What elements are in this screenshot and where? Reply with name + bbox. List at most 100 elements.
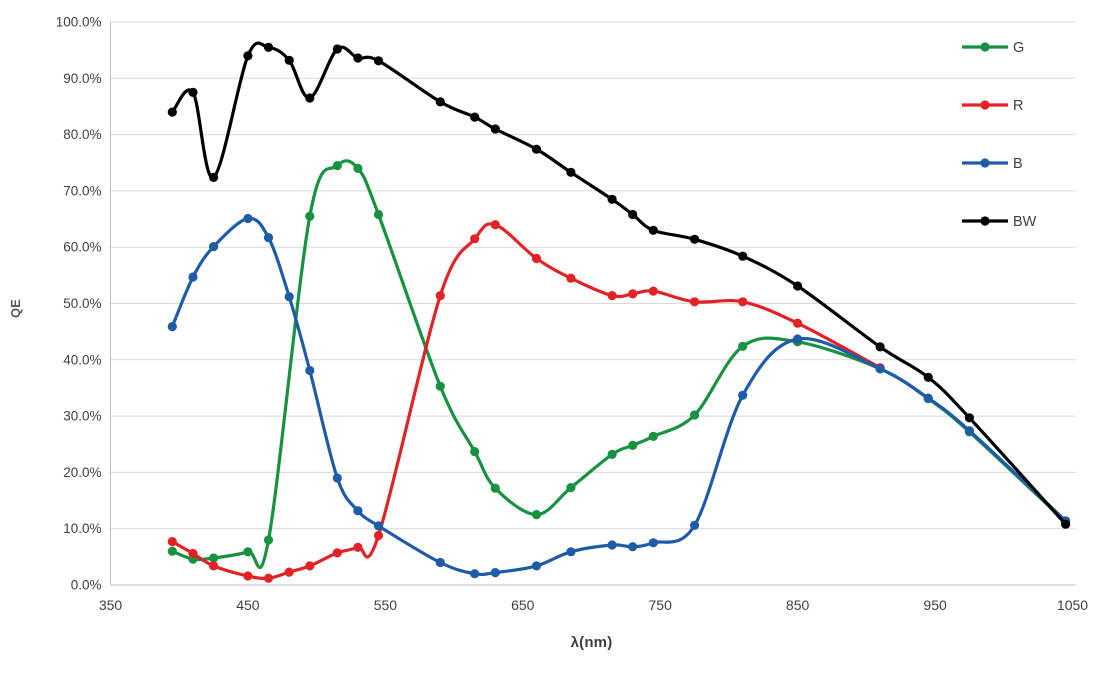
data-point-R-590: [435, 291, 445, 301]
data-point-R-410: [188, 548, 198, 559]
y-tick-label-60: 60.0%: [63, 240, 101, 255]
x-axis-title: λ(nm): [570, 634, 613, 651]
data-point-R-545: [373, 530, 384, 541]
data-point-G-395: [167, 546, 177, 556]
data-point-BW-630: [490, 124, 500, 134]
data-point-R-495: [305, 561, 315, 571]
legend-label-BW: BW: [1013, 214, 1037, 230]
series-line-R: [170, 222, 882, 581]
data-point-B-495: [305, 365, 315, 376]
legend-label-G: G: [1013, 40, 1024, 56]
data-point-R-685: [566, 273, 576, 283]
data-point-G-590: [435, 381, 445, 391]
y-tick-label-90: 90.0%: [63, 71, 101, 86]
data-point-R-850: [793, 318, 803, 328]
data-point-B-715: [607, 540, 617, 550]
data-point-B-685: [566, 547, 576, 557]
data-point-B-545: [373, 521, 384, 531]
data-point-B-615: [470, 569, 480, 579]
data-point-R-745: [648, 286, 658, 296]
data-point-BW-395: [167, 107, 177, 117]
data-point-BW-410: [188, 87, 198, 97]
data-point-B-745: [648, 538, 658, 548]
y-tick-label-20: 20.0%: [63, 465, 101, 480]
x-tick-label-850: 850: [786, 597, 810, 613]
data-point-R-395: [167, 537, 177, 547]
data-point-R-465: [263, 573, 274, 583]
x-tick-label-550: 550: [374, 597, 398, 613]
x-tick-label-650: 650: [511, 597, 535, 613]
y-tick-label-10: 10.0%: [63, 521, 101, 536]
data-point-G-465: [263, 535, 274, 545]
data-point-BW-530: [353, 53, 363, 63]
data-point-R-615: [470, 234, 480, 244]
data-point-B-530: [353, 506, 363, 516]
data-point-BW-515: [332, 44, 342, 54]
data-point-B-410: [188, 272, 198, 282]
x-tick-label-450: 450: [236, 597, 260, 613]
series-line-B: [170, 216, 1068, 577]
data-point-G-425: [209, 553, 219, 563]
x-tick-label-950: 950: [923, 597, 947, 613]
data-point-BW-945: [923, 372, 933, 382]
data-point-B-910: [875, 364, 885, 374]
data-point-G-630: [490, 483, 500, 493]
data-point-R-775: [690, 297, 700, 307]
legend-marker-B: [980, 158, 990, 168]
data-point-BW-715: [607, 194, 617, 204]
data-point-BW-465: [263, 42, 274, 52]
y-tick-label-80: 80.0%: [63, 127, 101, 142]
data-point-G-530: [353, 163, 363, 173]
data-point-B-590: [435, 557, 445, 568]
y-axis-title: QE: [8, 299, 23, 318]
data-point-B-425: [209, 242, 219, 252]
data-point-R-425: [209, 561, 219, 571]
data-point-BW-730: [628, 209, 638, 220]
y-tick-label-30: 30.0%: [63, 409, 101, 424]
data-point-G-730: [628, 440, 638, 450]
data-point-BW-850: [793, 281, 803, 291]
legend-label-B: B: [1013, 156, 1023, 172]
data-point-B-660: [531, 561, 542, 571]
data-point-BW-910: [875, 342, 885, 352]
data-point-G-615: [470, 447, 480, 457]
data-point-BW-545: [373, 56, 384, 66]
data-point-B-515: [332, 473, 342, 483]
y-tick-label-70: 70.0%: [63, 183, 101, 198]
data-point-BW-495: [305, 93, 315, 103]
data-point-G-775: [690, 410, 700, 420]
data-point-R-530: [353, 542, 363, 552]
legend-marker-G: [980, 42, 990, 52]
series-line-G: [170, 159, 1068, 570]
data-point-B-775: [690, 520, 700, 530]
x-tick-label-350: 350: [99, 597, 123, 613]
legend-marker-BW: [980, 216, 990, 226]
data-point-B-810: [738, 390, 748, 400]
data-point-G-450: [243, 547, 253, 557]
data-point-R-480: [284, 567, 294, 577]
data-point-BW-480: [284, 55, 294, 65]
data-point-BW-685: [566, 167, 576, 177]
data-point-R-515: [332, 548, 342, 558]
data-point-G-810: [738, 341, 748, 351]
data-point-BW-590: [435, 97, 445, 107]
data-point-G-495: [305, 211, 315, 221]
data-point-B-850: [793, 334, 803, 344]
y-tick-label-50: 50.0%: [63, 296, 101, 311]
data-point-R-715: [607, 291, 617, 301]
x-tick-label-750: 750: [649, 597, 673, 613]
data-point-R-450: [243, 571, 253, 581]
x-tick-label-1050: 1050: [1057, 597, 1088, 613]
legend-marker-R: [980, 100, 990, 110]
data-point-B-730: [628, 542, 638, 552]
data-point-BW-810: [738, 251, 748, 261]
data-point-BW-775: [690, 234, 700, 244]
data-point-B-975: [964, 426, 975, 436]
data-point-R-630: [490, 220, 500, 230]
data-point-B-630: [490, 568, 500, 578]
data-point-G-685: [566, 483, 576, 493]
data-point-BW-425: [209, 172, 219, 182]
y-tick-label-100: 100.0%: [56, 15, 102, 30]
